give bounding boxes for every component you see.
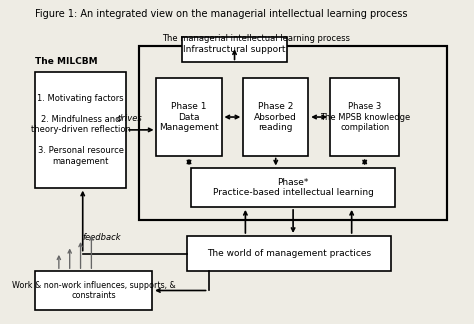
Text: The world of management practices: The world of management practices	[207, 249, 371, 258]
Text: Work & non-work influences, supports, &
constraints: Work & non-work influences, supports, & …	[12, 281, 175, 300]
Text: Phase 3
The MPSB knowledge
compilation: Phase 3 The MPSB knowledge compilation	[319, 102, 410, 132]
FancyBboxPatch shape	[182, 37, 287, 63]
FancyBboxPatch shape	[35, 271, 152, 310]
Text: Phase 1
Data
Management: Phase 1 Data Management	[159, 102, 219, 132]
Text: 1. Motivating factors

2. Mindfulness and
theory-driven reflection

3. Personal : 1. Motivating factors 2. Mindfulness and…	[31, 94, 130, 166]
Text: feedback: feedback	[83, 233, 121, 242]
FancyBboxPatch shape	[187, 236, 391, 271]
Text: The managerial intellectual learning process: The managerial intellectual learning pro…	[162, 34, 350, 43]
Text: Phase 2
Absorbed
reading: Phase 2 Absorbed reading	[255, 102, 297, 132]
FancyBboxPatch shape	[35, 72, 126, 188]
FancyBboxPatch shape	[156, 78, 221, 156]
Text: Figure 1: An integrated view on the managerial intellectual learning process: Figure 1: An integrated view on the mana…	[35, 9, 408, 19]
Text: Phase*
Practice-based intellectual learning: Phase* Practice-based intellectual learn…	[213, 178, 374, 197]
Text: The MILCBM: The MILCBM	[35, 57, 98, 66]
FancyBboxPatch shape	[191, 168, 395, 207]
Text: Infrastructural support: Infrastructural support	[183, 45, 286, 54]
FancyBboxPatch shape	[243, 78, 308, 156]
FancyBboxPatch shape	[330, 78, 400, 156]
Text: drives: drives	[117, 114, 143, 123]
